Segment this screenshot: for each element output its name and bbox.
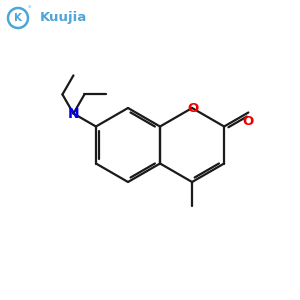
- Text: O: O: [188, 101, 199, 115]
- Text: Kuujia: Kuujia: [40, 11, 87, 25]
- Text: K: K: [14, 13, 22, 23]
- Text: N: N: [68, 106, 79, 121]
- Text: °: °: [27, 6, 31, 12]
- Text: O: O: [243, 115, 254, 128]
